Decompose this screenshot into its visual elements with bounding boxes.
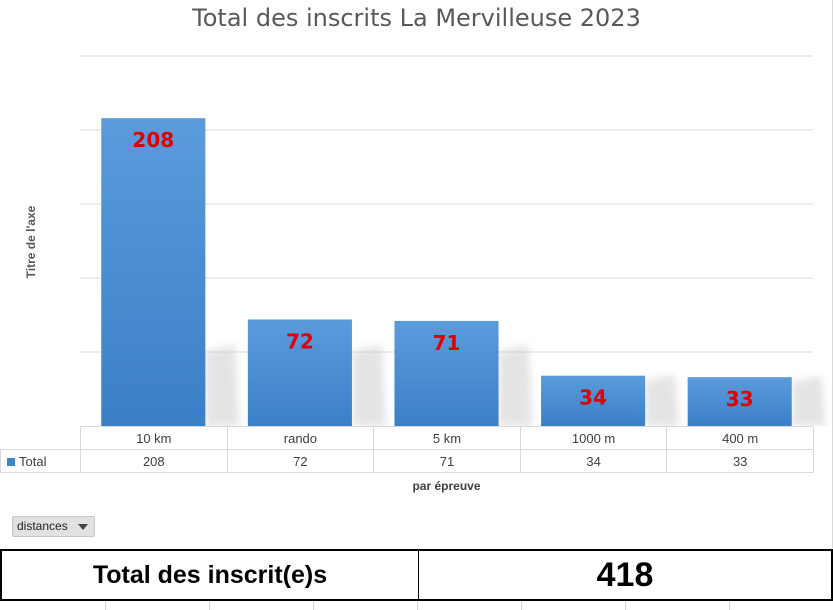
- data-labels: 208 72 71 34 33: [132, 128, 753, 411]
- plot-area: 208 72 71 34 33: [80, 55, 826, 426]
- bar-shadow: [498, 345, 533, 426]
- grid-strip-line: [209, 601, 210, 610]
- category-tick-label: 5 km: [373, 426, 521, 450]
- bar-shadow: [645, 374, 680, 426]
- dropdown-arrow-icon[interactable]: [78, 524, 88, 530]
- series-name: Total: [19, 453, 47, 469]
- data-label: 208: [132, 128, 174, 152]
- bar-1000-m: [541, 375, 646, 426]
- category-row: 10 km rando 5 km 1000 m 400 m: [1, 426, 814, 450]
- grid-strip-line: [313, 601, 314, 610]
- legend-entry: Total: [0, 449, 81, 473]
- series-row: Total 208 72 71 34 33: [0, 449, 814, 473]
- bar-shadows: [205, 345, 826, 426]
- category-tick-label: 400 m: [666, 426, 814, 450]
- table-value-cell: 33: [666, 449, 814, 473]
- table-value-cell: 34: [519, 449, 668, 473]
- data-label: 34: [579, 386, 607, 410]
- bars: [101, 118, 792, 426]
- category-tick-label: rando: [226, 426, 375, 450]
- grid-strip-line: [625, 601, 626, 610]
- table-value-cell: 208: [80, 449, 228, 473]
- grid-strip-line: [417, 601, 418, 610]
- legend-key: [7, 458, 15, 467]
- total-label: Total des inscrit(e)s: [2, 551, 419, 599]
- bar-5-km: [394, 320, 499, 426]
- x-axis-title: par épreuve: [412, 479, 481, 493]
- bar-shadow: [205, 345, 240, 426]
- table-value-cell: 72: [226, 449, 375, 473]
- category-tick-label: 1000 m: [519, 426, 668, 450]
- data-label: 33: [726, 387, 754, 411]
- table-value-cell: 71: [373, 449, 521, 473]
- grid-strip-line: [105, 601, 106, 610]
- bar-10-km: [101, 118, 206, 426]
- grid-strip-line: [521, 601, 522, 610]
- grid-strip-line: [729, 601, 730, 610]
- bar-rando: [247, 319, 352, 426]
- chart-title: Total des inscrits La Mervilleuse 2023: [192, 4, 641, 32]
- total-value: 418: [596, 556, 654, 594]
- category-tick-label: 10 km: [80, 426, 228, 450]
- data-label: 71: [433, 331, 461, 355]
- bar-400-m: [687, 377, 792, 426]
- bar-shadow: [791, 376, 826, 426]
- spreadsheet-grid-strip: [0, 601, 833, 610]
- data-label: 72: [286, 329, 314, 353]
- chart-area: Total des inscrits La Mervilleuse 2023 T…: [0, 0, 833, 548]
- data-table: 10 km rando 5 km 1000 m 400 m Total 208 72 71 3…: [0, 426, 814, 473]
- filter-label: distances: [17, 519, 68, 533]
- distances-filter-button[interactable]: distances: [12, 516, 95, 537]
- bar-shadow: [351, 345, 386, 426]
- total-summary: Total des inscrit(e)s 418: [0, 549, 833, 601]
- table-corner: [1, 427, 81, 450]
